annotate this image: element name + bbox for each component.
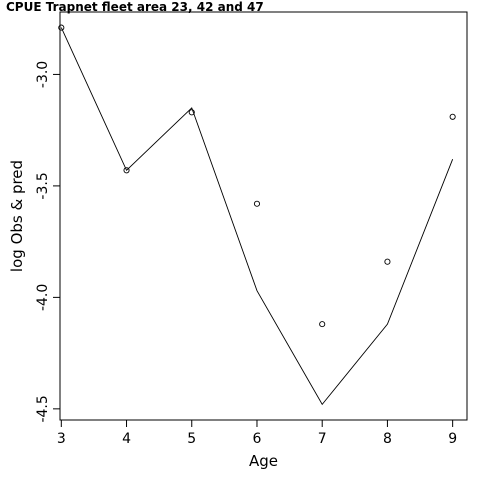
x-tick-label: 5 [187,431,196,447]
y-axis: -3.0 -3.5 -4.0 -4.5 [35,61,61,423]
x-tick-label: 4 [122,431,131,447]
x-axis-label: Age [249,452,278,470]
x-axis: 3 4 5 6 7 8 9 [57,419,457,447]
y-axis-label: log Obs & pred [8,160,26,272]
observed-point [123,167,130,174]
x-tick-label: 6 [253,431,262,447]
series-layer [58,24,456,406]
chart-title: CPUE Trapnet fleet area 23, 42 and 47 [6,0,264,14]
observed-point [319,321,326,328]
observed-point [253,200,261,207]
x-tick-label: 8 [383,431,392,447]
observed-point [449,113,456,120]
y-tick-label: -3.0 [35,61,51,88]
predicted-line [60,27,454,406]
x-tick-label: 3 [57,431,66,447]
observed-point [384,258,391,265]
plot-frame [59,11,468,421]
observed-point [58,24,65,31]
x-tick-label: 9 [448,431,457,447]
y-tick-label: -4.0 [35,284,51,311]
observed-point [188,109,195,116]
y-tick-label: -4.5 [35,395,51,422]
y-tick-label: -3.5 [35,172,51,199]
x-tick-label: 7 [318,431,327,447]
